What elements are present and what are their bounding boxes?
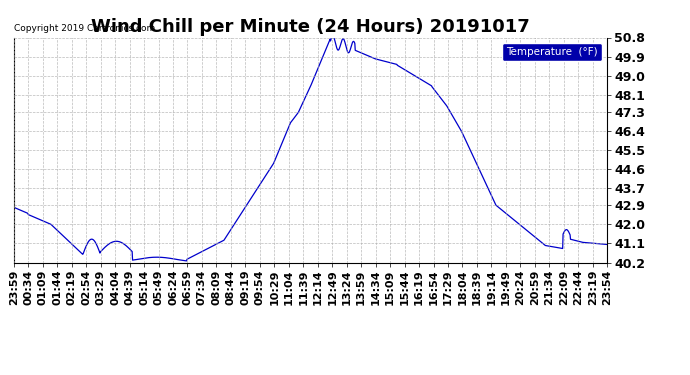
Title: Wind Chill per Minute (24 Hours) 20191017: Wind Chill per Minute (24 Hours) 2019101… bbox=[91, 18, 530, 36]
Text: Copyright 2019 Cartronics.com: Copyright 2019 Cartronics.com bbox=[14, 24, 155, 33]
Legend: Temperature  (°F): Temperature (°F) bbox=[502, 43, 602, 61]
